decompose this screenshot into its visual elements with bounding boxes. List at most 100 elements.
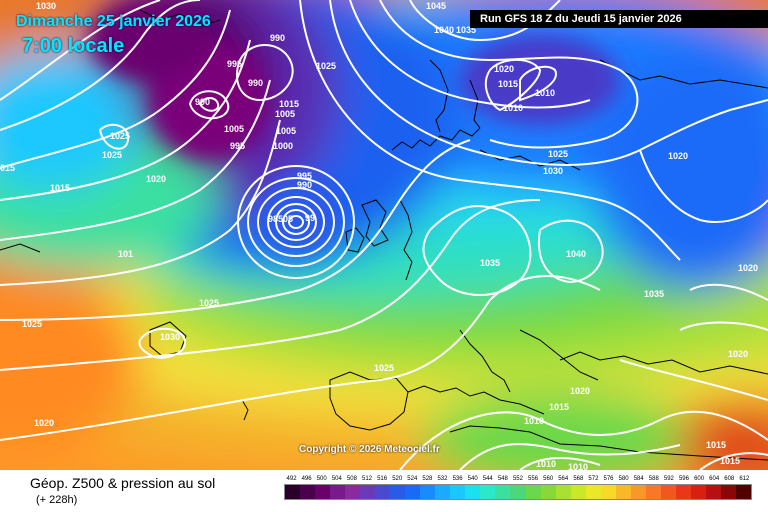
- pressure-label: 1010: [524, 416, 544, 426]
- pressure-label: 99: [305, 213, 315, 223]
- pressure-label: 1015: [498, 79, 518, 89]
- pressure-label: 1025: [316, 61, 336, 71]
- pressure-label: 1010: [503, 103, 523, 113]
- scale-label: 500: [316, 476, 327, 482]
- pressure-label: 1020: [34, 418, 54, 428]
- pressure-label: 1020: [728, 349, 748, 359]
- scale-label: 588: [648, 476, 659, 482]
- scale-swatch: [540, 485, 556, 499]
- scale-label: 592: [663, 476, 674, 482]
- coastlines: [0, 9, 768, 461]
- scale-label: 524: [407, 476, 418, 482]
- scale-swatch: [660, 485, 676, 499]
- scale-swatch: [375, 485, 391, 499]
- pressure-label: 1040: [434, 25, 454, 35]
- scale-label: 552: [512, 476, 523, 482]
- scale-label: 596: [678, 476, 689, 482]
- pressure-label: 995: [230, 141, 245, 151]
- pressure-label: 1030: [543, 166, 563, 176]
- pressure-label: 995: [297, 171, 312, 181]
- pressure-label: 1020: [494, 64, 514, 74]
- scale-label: 604: [709, 476, 720, 482]
- pressure-label: 1000: [273, 141, 293, 151]
- pressure-label: 1010: [536, 459, 556, 469]
- pressure-label: 1005: [276, 126, 296, 136]
- pressure-label: 1020: [146, 174, 166, 184]
- scale-label: 608: [724, 476, 735, 482]
- color-scale-bar: [284, 484, 752, 500]
- pressure-label: 1015: [549, 402, 569, 412]
- scale-label: 496: [301, 476, 312, 482]
- run-info: Run GFS 18 Z du Jeudi 15 janvier 2026: [470, 10, 768, 28]
- scale-swatch: [645, 485, 661, 499]
- pressure-label: 995: [227, 59, 242, 69]
- scale-label: 600: [694, 476, 705, 482]
- scale-swatch: [630, 485, 646, 499]
- isobars: [0, 0, 768, 470]
- scale-swatch: [570, 485, 586, 499]
- scale-swatch: [585, 485, 601, 499]
- pressure-label: 1015: [50, 183, 70, 193]
- scale-label: 540: [467, 476, 478, 482]
- scale-swatch: [345, 485, 361, 499]
- scale-label: 584: [633, 476, 644, 482]
- weather-map: 1030 1045 990 1040 1035 995 1025 1020 990 1015 101…: [0, 0, 768, 470]
- scale-label: 520: [392, 476, 403, 482]
- scale-label: 612: [739, 476, 750, 482]
- scale-swatch: [315, 485, 331, 499]
- scale-label: 532: [437, 476, 448, 482]
- scale-swatch: [675, 485, 691, 499]
- pressure-label: 101: [118, 249, 133, 259]
- field-title: Géop. Z500 & pression au sol: [30, 475, 216, 491]
- pressure-label: 1030: [160, 332, 180, 342]
- pressure-label: 990: [195, 97, 210, 107]
- pressure-label: 98505: [268, 214, 293, 224]
- pressure-label: 990: [248, 78, 263, 88]
- scale-label: 572: [588, 476, 599, 482]
- pressure-label: 1020: [738, 263, 758, 273]
- pressure-label: 1010: [535, 88, 555, 98]
- pressure-label: 1020: [570, 386, 590, 396]
- forecast-time: 7:00 locale: [22, 35, 125, 57]
- scale-swatch: [480, 485, 496, 499]
- pressure-label: 1025: [199, 298, 219, 308]
- scale-swatch: [420, 485, 436, 499]
- scale-swatch: [735, 485, 751, 499]
- pressure-label: 1025: [102, 150, 122, 160]
- scale-label: 492: [286, 476, 297, 482]
- scale-swatch: [720, 485, 736, 499]
- pressure-label: 1015: [720, 456, 740, 466]
- pressure-label: 015: [0, 163, 15, 173]
- scale-label: 580: [618, 476, 629, 482]
- forecast-hour: (+ 228h): [36, 494, 78, 506]
- pressure-label: 1005: [224, 124, 244, 134]
- pressure-label: 1040: [566, 249, 586, 259]
- copyright-text: Copyright © 2026 Meteociel.fr: [299, 444, 440, 455]
- forecast-date: Dimanche 25 janvier 2026: [16, 13, 211, 30]
- scale-swatch: [330, 485, 346, 499]
- pressure-label: 1035: [480, 258, 500, 268]
- pressure-label: 1035: [644, 289, 664, 299]
- scale-swatch: [510, 485, 526, 499]
- scale-swatch: [555, 485, 571, 499]
- scale-swatch: [390, 485, 406, 499]
- pressure-label: 1005: [275, 109, 295, 119]
- pressure-label: 990: [270, 33, 285, 43]
- scale-swatch: [405, 485, 421, 499]
- scale-label: 544: [482, 476, 493, 482]
- pressure-label: 1010: [568, 462, 588, 470]
- scale-swatch: [705, 485, 721, 499]
- pressure-label: 1025: [22, 319, 42, 329]
- scale-label: 564: [558, 476, 569, 482]
- scale-label: 576: [603, 476, 614, 482]
- scale-swatch: [690, 485, 706, 499]
- scale-label: 536: [452, 476, 463, 482]
- pressure-label: 1020: [668, 151, 688, 161]
- scale-label: 504: [331, 476, 342, 482]
- pressure-label: 1015: [706, 440, 726, 450]
- scale-label: 568: [573, 476, 584, 482]
- scale-label: 556: [528, 476, 539, 482]
- scale-label: 516: [377, 476, 388, 482]
- color-scale: 492 496 500 504 508 512 516 520 524 528 532 536 540 5…: [284, 476, 752, 500]
